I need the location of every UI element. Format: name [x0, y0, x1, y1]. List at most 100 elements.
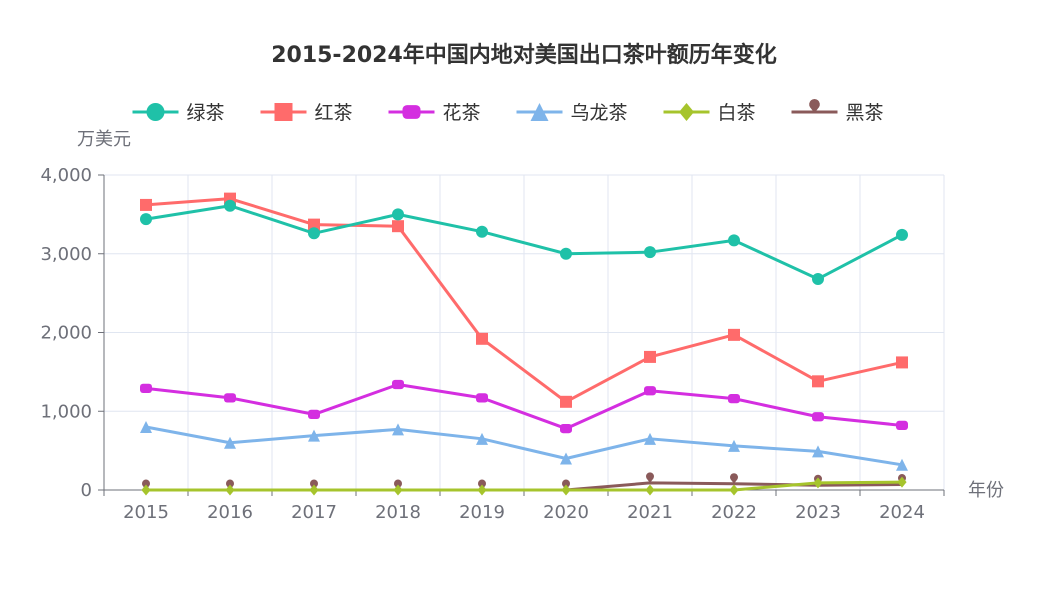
- data-point: [140, 383, 152, 394]
- data-point: [813, 477, 823, 489]
- data-point: [392, 208, 404, 221]
- y-tick-label: 2,000: [40, 323, 92, 344]
- legend-item: 乌龙茶: [516, 102, 628, 124]
- data-point: [646, 472, 654, 483]
- legend-item: 白茶: [663, 102, 756, 124]
- legend-symbol: [274, 103, 293, 121]
- data-point: [896, 458, 908, 471]
- data-point: [896, 228, 908, 241]
- data-point: [728, 394, 740, 404]
- data-point: [729, 484, 739, 496]
- legend-symbol: [679, 103, 694, 121]
- data-point: [812, 445, 824, 458]
- x-tick-label: 2016: [207, 502, 253, 523]
- legend-symbol: [146, 103, 165, 121]
- data-point: [224, 436, 236, 449]
- y-axis-name: 万美元: [77, 129, 131, 150]
- series-白茶: [141, 476, 907, 496]
- legend-label: 绿茶: [187, 102, 225, 124]
- legend-item: 黑茶: [791, 98, 884, 124]
- legend-item: 红茶: [260, 102, 353, 124]
- data-point: [309, 484, 319, 496]
- data-point: [392, 423, 404, 436]
- data-point: [896, 420, 908, 431]
- data-point: [560, 247, 572, 260]
- data-point: [644, 386, 656, 396]
- x-tick-label: 2019: [459, 502, 505, 523]
- x-tick-label: 2020: [543, 502, 589, 523]
- data-point: [476, 332, 488, 345]
- legend-label: 黑茶: [846, 102, 884, 124]
- series-红茶: [140, 192, 908, 408]
- data-point: [476, 432, 488, 445]
- legend-label: 乌龙茶: [571, 102, 628, 124]
- data-point: [560, 423, 572, 434]
- data-point: [225, 484, 235, 496]
- data-point: [728, 328, 740, 341]
- legend-symbol: [530, 103, 549, 121]
- y-tick-label: 3,000: [40, 244, 92, 265]
- data-point: [140, 421, 152, 433]
- data-point: [644, 432, 656, 445]
- legend-label: 白茶: [718, 102, 756, 124]
- series-花茶: [140, 379, 908, 434]
- series-line: [145, 425, 903, 467]
- legend: 绿茶 红茶 花茶 乌龙茶 白茶 黑茶: [132, 98, 884, 124]
- legend-item: 绿茶: [132, 102, 225, 124]
- chart-title: 2015-2024年中国内地对美国出口茶叶额历年变化: [271, 42, 777, 68]
- data-point: [645, 484, 655, 496]
- data-point: [224, 199, 236, 212]
- data-point: [812, 412, 824, 422]
- data-point: [560, 452, 572, 465]
- legend-symbol: [402, 105, 421, 119]
- data-point: [477, 484, 487, 496]
- x-tick-label: 2021: [627, 502, 673, 523]
- x-tick-label: 2018: [375, 502, 421, 523]
- data-point: [644, 246, 656, 259]
- data-point: [728, 439, 740, 452]
- series-乌龙茶: [140, 421, 908, 471]
- data-point: [644, 350, 656, 363]
- x-tick-label: 2023: [795, 502, 841, 523]
- data-point: [393, 484, 403, 496]
- legend-item: 花茶: [388, 102, 481, 124]
- legend-label: 花茶: [443, 102, 481, 124]
- data-point: [812, 375, 824, 388]
- y-tick-label: 4,000: [40, 165, 92, 186]
- legend-label: 红茶: [315, 102, 353, 124]
- data-point: [476, 393, 488, 403]
- legend-symbol: [809, 98, 820, 113]
- data-point: [561, 484, 571, 496]
- series-绿茶: [140, 199, 908, 285]
- data-point: [308, 218, 320, 231]
- data-point: [140, 213, 152, 226]
- series-line: [146, 480, 903, 492]
- x-tick-label: 2022: [711, 502, 757, 523]
- data-point: [392, 379, 404, 390]
- axes: 0 1,000 2,000 3,000 4,000 2015 2016 2017 2018 201…: [40, 165, 945, 523]
- x-tick-label: 2024: [879, 502, 925, 523]
- data-point: [728, 234, 740, 247]
- data-point: [224, 393, 236, 403]
- data-point: [141, 484, 151, 496]
- y-tick-label: 0: [81, 480, 92, 501]
- data-point: [308, 409, 320, 420]
- grid-layer: [103, 174, 945, 490]
- series-layer: [140, 192, 908, 496]
- x-tick-label: 2017: [291, 502, 337, 523]
- data-point: [812, 272, 824, 285]
- x-axis-name: 年份: [968, 480, 1004, 501]
- data-point: [476, 225, 488, 238]
- data-point: [896, 356, 908, 369]
- series-line: [145, 382, 903, 431]
- series-line: [145, 197, 903, 404]
- data-point: [897, 476, 907, 488]
- data-point: [730, 473, 738, 484]
- data-point: [560, 395, 572, 408]
- series-line: [145, 204, 903, 281]
- data-point: [308, 429, 320, 442]
- x-tick-label: 2015: [123, 502, 169, 523]
- data-point: [140, 198, 152, 211]
- data-point: [392, 220, 404, 233]
